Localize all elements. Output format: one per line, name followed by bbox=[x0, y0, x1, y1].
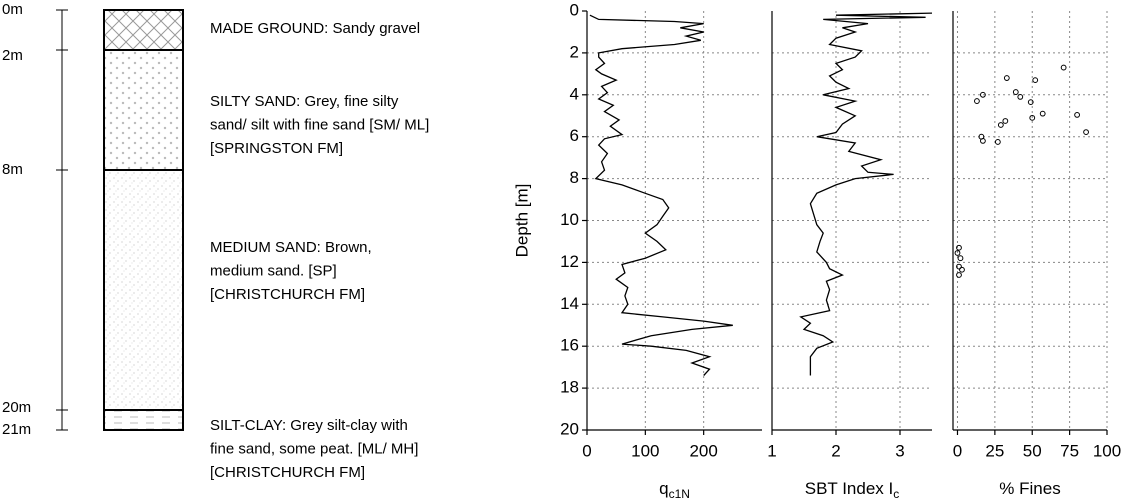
x-tick-label: 2 bbox=[831, 441, 840, 460]
profile-line bbox=[799, 12, 933, 376]
x-axis-label: % Fines bbox=[999, 479, 1060, 498]
x-tick-label: 100 bbox=[1093, 441, 1121, 460]
profile-line bbox=[589, 14, 733, 376]
y-tick-label: 16 bbox=[560, 336, 579, 355]
y-tick-label: 0 bbox=[570, 0, 579, 19]
x-tick-label: 3 bbox=[895, 441, 904, 460]
log-layer bbox=[103, 409, 184, 431]
x-axis-label-sub: c1N bbox=[669, 487, 690, 501]
y-tick-label: 12 bbox=[560, 252, 579, 271]
log-layer bbox=[103, 9, 184, 51]
layer-description: [CHRISTCHURCH FM] bbox=[210, 464, 365, 481]
log-depth-label: 8m bbox=[2, 161, 23, 178]
y-tick-label: 8 bbox=[570, 168, 579, 187]
fines-point bbox=[1002, 118, 1009, 124]
layer-description: MADE GROUND: Sandy gravel bbox=[210, 20, 420, 37]
log-depth-label: 20m bbox=[2, 399, 31, 416]
log-depth-label: 0m bbox=[2, 1, 23, 18]
layer-description: [CHRISTCHURCH FM] bbox=[210, 286, 365, 303]
x-tick-label: 200 bbox=[689, 441, 717, 460]
fines-point bbox=[956, 272, 962, 278]
y-tick-label: 2 bbox=[570, 42, 579, 61]
fines-point bbox=[980, 137, 986, 144]
fines-point bbox=[1032, 77, 1039, 84]
layer-description: SILTY SAND: Grey, fine silty bbox=[210, 93, 399, 110]
layer-description: fine sand, some peat. [ML/ MH] bbox=[210, 440, 418, 457]
y-tick-label: 4 bbox=[570, 84, 579, 103]
fines-point bbox=[980, 91, 986, 98]
x-tick-label: 75 bbox=[1060, 441, 1079, 460]
y-tick-label: 6 bbox=[570, 126, 579, 145]
x-axis-label-main: % Fines bbox=[999, 479, 1060, 498]
layer-description: [SPRINGSTON FM] bbox=[210, 140, 343, 157]
x-axis-label-sub: c bbox=[893, 487, 899, 501]
x-axis-label: SBT Index Ic bbox=[805, 479, 900, 501]
fines-point bbox=[957, 255, 964, 262]
fines-point bbox=[1003, 75, 1010, 81]
y-tick-label: 18 bbox=[560, 378, 579, 397]
fines-point bbox=[1074, 112, 1080, 118]
layer-description: SILT-CLAY: Grey silt-clay with bbox=[210, 417, 408, 434]
layer-description: medium sand. [SP] bbox=[210, 262, 337, 279]
fines-point bbox=[959, 266, 965, 273]
fines-point bbox=[956, 244, 962, 251]
x-axis-label-main: q bbox=[659, 479, 668, 498]
y-tick-label: 20 bbox=[560, 419, 579, 438]
layer-description: sand/ silt with fine sand [SM/ ML] bbox=[210, 116, 429, 133]
x-axis-label-main: SBT Index I bbox=[805, 479, 894, 498]
fines-point bbox=[1012, 89, 1019, 95]
x-tick-label: 25 bbox=[985, 441, 1004, 460]
fines-point bbox=[1083, 129, 1089, 135]
log-layer bbox=[103, 169, 184, 411]
fines-point bbox=[997, 122, 1004, 128]
log-depth-label: 2m bbox=[2, 47, 23, 64]
fines-point bbox=[956, 263, 962, 270]
fines-point bbox=[1029, 114, 1036, 121]
log-layer bbox=[103, 49, 184, 171]
fines-point bbox=[1060, 64, 1067, 71]
x-tick-label: 100 bbox=[631, 441, 659, 460]
fines-point bbox=[974, 98, 980, 104]
y-axis-label: Depth [m] bbox=[512, 184, 531, 258]
fines-point bbox=[1039, 110, 1046, 117]
x-tick-label: 0 bbox=[953, 441, 962, 460]
fines-point bbox=[1017, 93, 1024, 100]
y-tick-label: 14 bbox=[560, 294, 579, 313]
y-tick-label: 10 bbox=[560, 210, 579, 229]
log-depth-label: 21m bbox=[2, 421, 31, 438]
fines-point bbox=[1027, 99, 1034, 106]
x-tick-label: 1 bbox=[767, 441, 776, 460]
x-tick-label: 0 bbox=[582, 441, 591, 460]
x-tick-label: 50 bbox=[1023, 441, 1042, 460]
fines-point bbox=[954, 250, 961, 256]
fines-point bbox=[994, 139, 1001, 145]
layer-description: MEDIUM SAND: Brown, bbox=[210, 239, 372, 256]
x-axis-label: qc1N bbox=[659, 479, 690, 501]
